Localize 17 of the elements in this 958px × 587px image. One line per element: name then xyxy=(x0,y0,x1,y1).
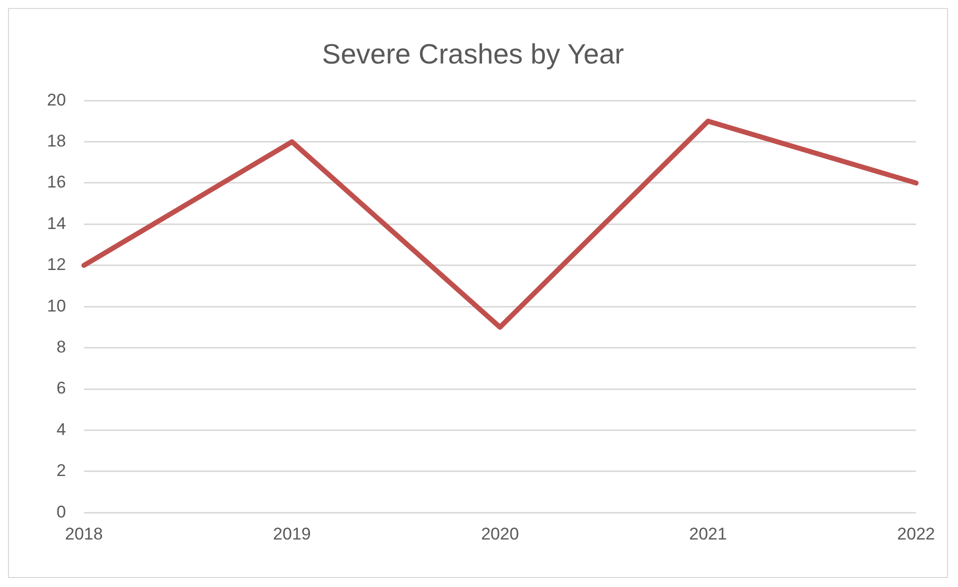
y-tick-label: 16 xyxy=(46,172,66,192)
x-tick-label: 2021 xyxy=(689,524,727,544)
x-tick-label: 2022 xyxy=(897,524,936,544)
chart-title: Severe Crashes by Year xyxy=(322,38,624,70)
x-tick-label: 2018 xyxy=(64,524,103,544)
y-tick-label: 10 xyxy=(46,296,66,316)
x-tick-label: 2020 xyxy=(481,524,519,544)
y-tick-label: 4 xyxy=(56,420,66,439)
y-tick-label: 20 xyxy=(46,90,66,110)
y-tick-label: 6 xyxy=(56,378,66,398)
y-tick-label: 12 xyxy=(46,255,66,274)
x-tick-label: 2019 xyxy=(273,524,311,544)
y-tick-label: 14 xyxy=(46,214,66,233)
y-tick-label: 0 xyxy=(56,502,66,522)
y-tick-label: 8 xyxy=(56,337,66,356)
y-tick-label: 2 xyxy=(56,461,66,480)
y-tick-label: 18 xyxy=(46,131,66,150)
